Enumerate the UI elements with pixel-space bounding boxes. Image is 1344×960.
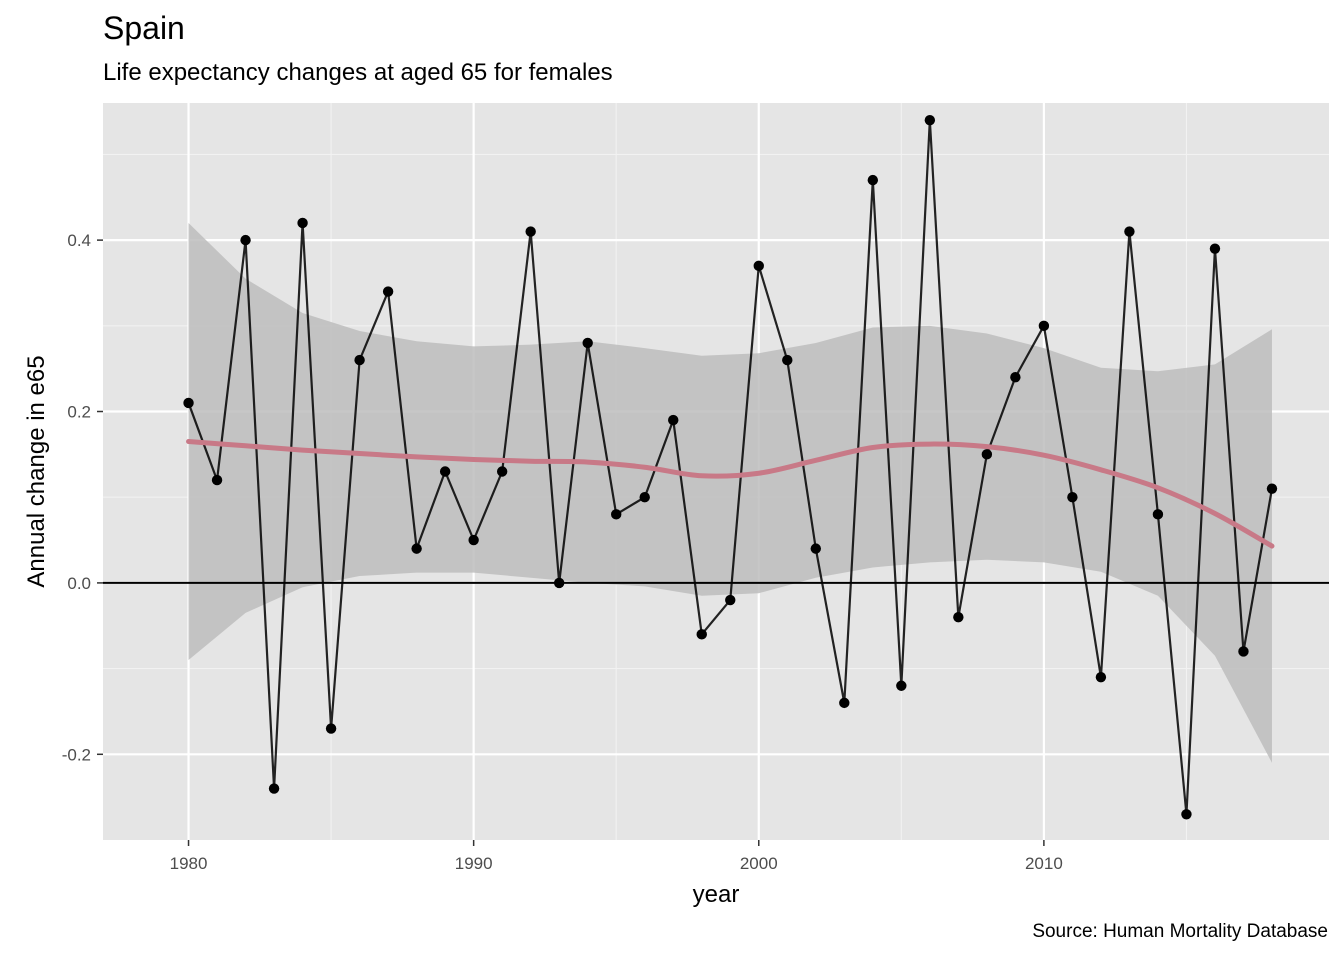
data-point — [496, 466, 508, 477]
data-point — [582, 337, 593, 349]
data-point — [839, 697, 850, 709]
data-point — [1038, 320, 1050, 332]
data-point — [382, 286, 394, 297]
data-point — [810, 543, 821, 554]
data-point — [325, 723, 337, 734]
chart-caption: Source: Human Mortality Database — [1032, 921, 1328, 942]
chart-subtitle: Life expectancy changes at aged 65 for f… — [103, 59, 613, 86]
data-point — [896, 680, 907, 691]
y-axis: -0.2 0.0 0.2 0.4 — [62, 231, 103, 764]
data-point — [981, 449, 993, 460]
data-point — [411, 543, 422, 554]
data-point — [1067, 492, 1078, 503]
data-point — [1095, 671, 1107, 683]
x-tick-label: 1980 — [170, 854, 208, 873]
data-point — [782, 354, 793, 366]
x-tick-label: 2010 — [1025, 854, 1063, 873]
data-point — [1152, 509, 1164, 520]
data-point — [1266, 483, 1278, 494]
data-point — [1238, 646, 1249, 657]
data-point — [924, 114, 936, 126]
data-point — [1010, 372, 1021, 383]
confidence-band — [188, 222, 1272, 763]
smooth-trend-line — [186, 439, 1275, 549]
data-point — [725, 594, 736, 606]
y-tick-label: 0.2 — [67, 403, 91, 422]
y-axis-title: Annual change in e65 — [23, 355, 50, 587]
y-tick-label: -0.2 — [62, 745, 91, 764]
data-point — [240, 234, 251, 246]
data-point — [753, 260, 764, 272]
x-tick-label: 2000 — [740, 854, 778, 873]
y-tick-label: 0.0 — [67, 574, 91, 593]
data-point — [439, 466, 451, 477]
data-point — [668, 414, 679, 426]
data-points — [183, 114, 1278, 820]
data-point — [611, 509, 622, 520]
data-point — [297, 217, 308, 229]
y-tick-label: 0.4 — [67, 231, 91, 250]
data-point — [211, 474, 223, 486]
data-point — [183, 397, 194, 409]
data-point — [553, 577, 565, 589]
data-point — [354, 354, 365, 366]
data-point — [867, 174, 879, 186]
data-point — [525, 226, 536, 237]
chart-title: Spain — [103, 10, 185, 46]
data-point — [1181, 809, 1192, 820]
x-tick-label: 1990 — [455, 854, 493, 873]
data-point — [268, 783, 280, 794]
x-axis-title: year — [693, 881, 740, 908]
data-point — [953, 611, 964, 623]
data-point — [639, 492, 650, 503]
data-point — [696, 629, 707, 640]
data-point — [1209, 243, 1221, 254]
data-point — [1124, 226, 1135, 237]
data-point — [468, 534, 479, 546]
x-axis: 1980 1990 2000 2010 — [170, 840, 1063, 873]
